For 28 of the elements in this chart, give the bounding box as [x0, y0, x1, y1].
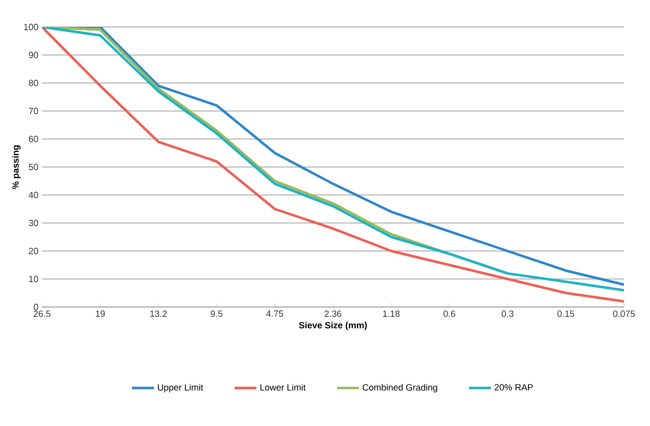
- y-tick-label: 100: [24, 24, 38, 30]
- y-tick-label: 90: [28, 52, 38, 58]
- legend-label: Lower Limit: [260, 384, 306, 391]
- y-tick-label: 10: [29, 276, 38, 282]
- y-tick-label: 80: [28, 80, 38, 86]
- x-tick-label: 26.5: [34, 310, 50, 317]
- y-tick-label: 20: [28, 248, 38, 254]
- x-tick-label: 0.6: [443, 310, 456, 317]
- x-tick-label: 9.5: [210, 310, 222, 317]
- x-tick-label: 0.3: [502, 310, 514, 317]
- x-tick-label: 0.15: [557, 310, 574, 317]
- x-tick-label: 2.36: [324, 310, 342, 317]
- y-tick-label: 30: [28, 220, 38, 226]
- y-tick-label: 0: [34, 304, 38, 310]
- x-axis-title: Sieve Size (mm): [299, 322, 367, 330]
- legend-label: Combined Grading: [362, 384, 438, 392]
- y-axis-title: % passing: [12, 145, 21, 190]
- x-tick-label: 0.075: [613, 310, 635, 317]
- y-tick-label: 70: [28, 108, 38, 114]
- y-tick-label: 40: [28, 192, 38, 198]
- legend-label: 20% RAP: [494, 384, 533, 390]
- x-tick-label: 4.75: [266, 310, 284, 317]
- y-tick-label: 50: [28, 164, 38, 170]
- x-tick-label: 1.18: [383, 310, 400, 317]
- legend-label: Upper Limit: [158, 384, 204, 392]
- x-tick-label: 19: [96, 310, 105, 317]
- x-tick-label: 13.2: [150, 310, 167, 317]
- y-tick-label: 60: [28, 136, 38, 142]
